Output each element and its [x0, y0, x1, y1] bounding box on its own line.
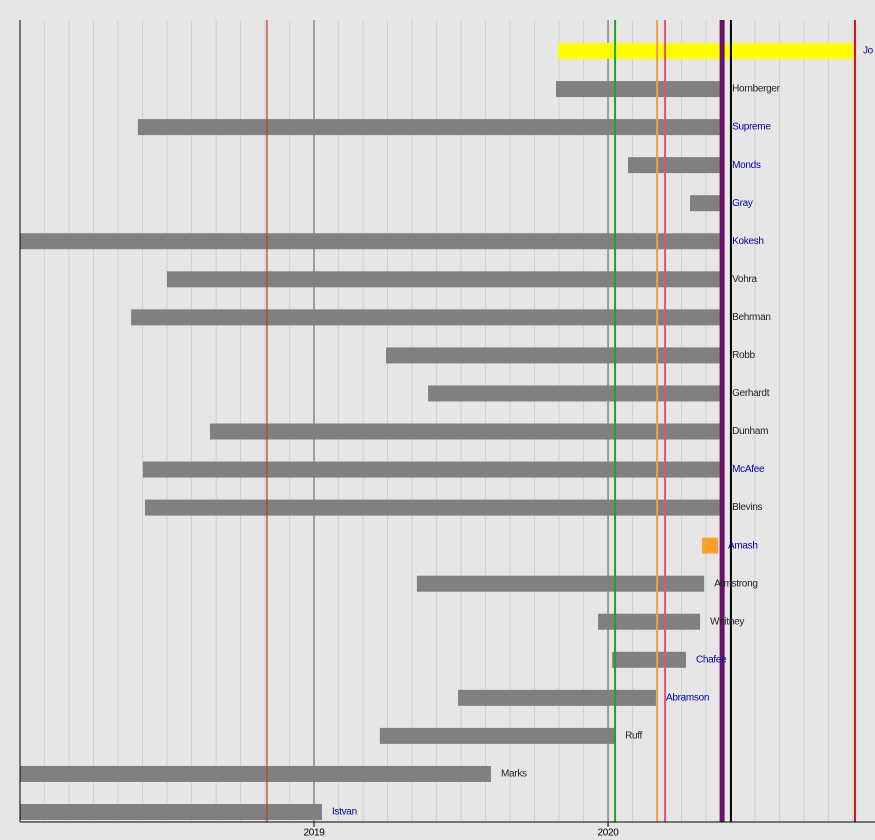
bar — [379, 727, 616, 744]
bar — [386, 347, 723, 364]
bar — [628, 157, 723, 174]
bar-label: Behrman — [732, 312, 770, 323]
bar-label: Gerhardt — [732, 388, 770, 399]
bar — [598, 613, 701, 630]
bar-label: Supreme — [732, 122, 771, 133]
bar-label: Whitney — [710, 616, 744, 627]
bar-label: Marks — [501, 769, 527, 780]
bar-label: Vohra — [732, 274, 757, 285]
bar — [458, 689, 656, 706]
bar — [209, 423, 723, 440]
bar-label: Robb — [732, 350, 755, 361]
bar — [416, 575, 705, 592]
bar — [558, 43, 853, 59]
x-tick-label: 2019 — [303, 828, 325, 839]
bar — [131, 309, 723, 326]
bar — [702, 537, 718, 554]
bar — [428, 385, 723, 402]
bar — [555, 81, 723, 98]
bar-label: Ruff — [625, 731, 642, 742]
x-tick-label: 2020 — [598, 828, 620, 839]
bar — [612, 651, 686, 668]
bar — [137, 119, 723, 136]
bar — [144, 499, 723, 516]
bar — [20, 804, 322, 820]
bar-label: Blevins — [732, 502, 762, 513]
bar — [142, 461, 723, 478]
bar-label: Dunham — [732, 426, 768, 437]
bar-label: Hornberger — [732, 84, 781, 95]
bar-label: Gray — [732, 198, 753, 209]
bar — [167, 271, 723, 288]
bar-label: Jo — [863, 46, 874, 57]
bar-label: McAfee — [732, 464, 765, 475]
bar-label: Chafee — [696, 654, 727, 665]
bar-label: Abramson — [666, 692, 709, 703]
bar — [20, 765, 492, 782]
bar-label: Monds — [732, 160, 761, 171]
bar — [690, 195, 723, 212]
bar-label: Kokesh — [732, 236, 764, 247]
bar — [20, 233, 723, 250]
bar-label: Armstrong — [714, 578, 757, 589]
bar-label: Istvan — [332, 807, 357, 818]
bar-label: Amash — [728, 540, 758, 551]
